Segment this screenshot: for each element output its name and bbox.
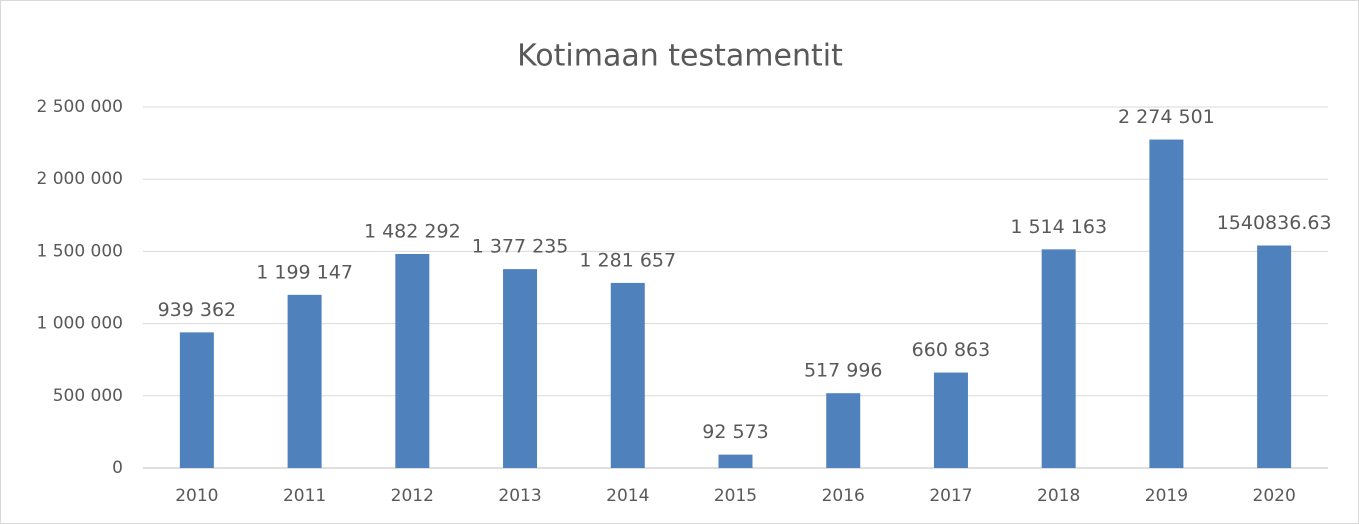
bar (395, 253, 430, 468)
bar (826, 393, 861, 468)
x-tick-label: 2015 (714, 486, 757, 506)
bar (1041, 249, 1076, 468)
y-tick-label: 1 000 000 (36, 314, 123, 334)
data-label: 1 514 163 (1010, 216, 1107, 238)
x-tick-label: 2016 (822, 486, 865, 506)
bar (1257, 245, 1292, 468)
data-label: 2 274 501 (1118, 106, 1215, 128)
data-label: 1 281 657 (579, 249, 676, 271)
data-label: 660 863 (912, 339, 991, 361)
bar (718, 454, 753, 468)
chart-title: Kotimaan testamentit (517, 39, 843, 74)
data-label: 1 377 235 (472, 236, 569, 258)
bar (179, 332, 214, 468)
x-tick-label: 2011 (283, 486, 326, 506)
y-tick-label: 2 000 000 (36, 169, 123, 189)
data-label: 939 362 (158, 299, 237, 321)
x-tick-label: 2012 (391, 486, 434, 506)
x-tick-label: 2019 (1145, 486, 1188, 506)
y-tick-label: 1 500 000 (36, 241, 123, 261)
y-tick-label: 0 (112, 458, 123, 478)
bar (503, 269, 538, 468)
x-tick-label: 2010 (175, 486, 218, 506)
bar (1149, 139, 1184, 468)
data-label: 92 573 (702, 421, 768, 443)
y-tick-label: 2 500 000 (36, 97, 123, 117)
bar (933, 372, 968, 468)
x-tick-label: 2014 (606, 486, 649, 506)
data-label: 1 482 292 (364, 220, 461, 242)
x-tick-label: 2020 (1253, 486, 1296, 506)
bar (287, 294, 322, 468)
data-label: 517 996 (804, 360, 883, 382)
bar (610, 282, 645, 468)
x-tick-label: 2018 (1037, 486, 1080, 506)
data-label: 1540836.63 (1217, 212, 1332, 234)
x-tick-label: 2013 (498, 486, 541, 506)
x-tick-label: 2017 (929, 486, 972, 506)
data-label: 1 199 147 (256, 261, 353, 283)
y-tick-label: 500 000 (53, 386, 123, 406)
